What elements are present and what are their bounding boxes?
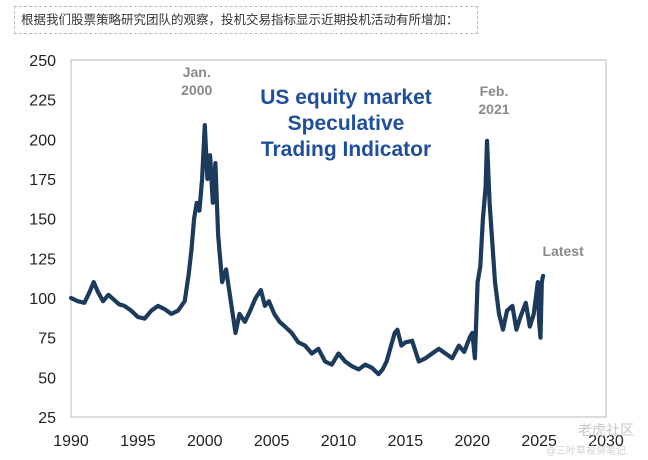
y-tick-label: 250	[29, 53, 56, 70]
x-tick-label: 1995	[120, 433, 156, 450]
chart-title-line: Speculative	[288, 112, 405, 135]
x-tick-label: 2020	[454, 433, 490, 450]
y-tick-label: 125	[29, 251, 56, 268]
y-tick-label: 150	[29, 212, 56, 229]
x-tick-label: 2025	[521, 433, 557, 450]
watermark-brand: 老虎社区	[578, 423, 634, 439]
y-tick-label: 75	[38, 331, 56, 348]
annotations: Jan. 2000 Feb. 2021 Latest	[181, 64, 584, 259]
annotation-label: 2000	[181, 82, 212, 98]
y-tick-label: 50	[38, 370, 56, 387]
annotation-label: Latest	[543, 243, 585, 259]
x-tick-label: 2010	[321, 433, 357, 450]
series-line	[68, 123, 546, 377]
annotation-label: 2021	[478, 101, 509, 117]
annotation-label: Jan.	[183, 64, 211, 80]
y-tick-label: 25	[38, 410, 56, 427]
y-tick-label: 100	[29, 291, 56, 308]
x-axis-ticks: 1990 1995 2000 2005 2010 2015 2020 2025 2030	[53, 433, 624, 450]
y-tick-label: 200	[29, 132, 56, 149]
chart-title-line: Trading Indicator	[261, 138, 431, 161]
x-tick-label: 2015	[388, 433, 424, 450]
y-tick-label: 175	[29, 172, 56, 189]
chart-title-line: US equity market	[260, 86, 432, 109]
x-tick-label: 1990	[53, 433, 89, 450]
caption-text: 根据我们股票策略研究团队的观察，投机交易指标显示近期投机活动有所增加：	[14, 6, 478, 34]
chart-title: US equity market Speculative Trading Indic…	[260, 86, 432, 161]
annotation-label: Feb.	[480, 83, 509, 99]
plot-frame	[70, 59, 607, 418]
x-tick-label: 2005	[254, 433, 290, 450]
watermark-account: @三叶草投资笔记	[546, 446, 626, 457]
y-axis-ticks: 25 50 75 100 125 150 175 200 225 250	[29, 53, 56, 427]
y-tick-label: 225	[29, 93, 56, 110]
x-tick-label: 2030	[588, 433, 624, 450]
x-tick-label: 2000	[187, 433, 223, 450]
